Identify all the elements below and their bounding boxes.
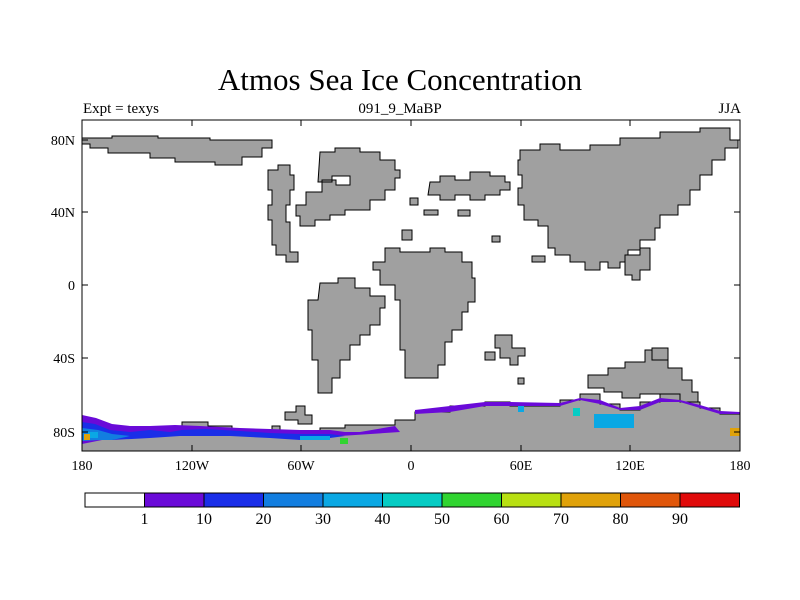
land-small-island-6 [531,255,546,263]
ice-patch-east-3 [594,414,634,428]
land-small-island-3 [423,209,439,216]
land-small-island-1 [401,229,413,241]
colorbar [84,492,740,508]
lat-tick-label: 40S [53,352,75,367]
land-greenland [267,164,299,263]
lon-tick-label: 120E [615,459,645,474]
colorbar-label: 60 [494,511,510,528]
lat-tick-label: 0 [68,279,75,294]
colorbar-label: 1 [141,511,149,528]
lon-tick-label: 180 [72,459,93,474]
sea-ice-bands [82,398,740,444]
ice-patch-east-1 [518,406,524,412]
colorbar-label: 70 [553,511,569,528]
ice-patch-east-2 [573,408,580,416]
land-madagascar [494,334,526,366]
ice-patch-mid-2 [340,438,348,444]
land-arctic-west [81,135,273,166]
colorbar-swatch [620,492,681,508]
land-europe-north [427,171,511,201]
lat-tick-label: 80N [51,134,75,149]
colorbar-label: 40 [375,511,391,528]
lon-tick-label: 60W [287,459,315,474]
land-indian-island [484,351,496,361]
colorbar-swatch [679,492,740,508]
lon-tick-label: 60E [510,459,533,474]
land-africa [372,247,476,379]
land-southeast-asia [624,247,651,281]
land-scotia-island [284,405,313,425]
lon-tick-label: 120W [175,459,210,474]
colorbar-swatch [382,492,443,508]
ice-patch-mid-1 [300,436,330,440]
map-title: Atmos Sea Ice Concentration [217,62,583,97]
ice-band-west-mid [82,422,345,440]
ice-patch-west-1 [88,432,98,438]
colorbar-label: 10 [196,511,212,528]
ice-patch-west-2 [84,434,90,440]
land-new-guinea [651,347,669,361]
land-north-america [295,147,401,227]
colorbar-swatch [144,492,205,508]
colorbar-label: 90 [672,511,688,528]
land-south-america [307,277,386,394]
colorbar-label: 20 [256,511,272,528]
experiment-label: Expt = texys [83,101,159,117]
colorbar-swatch [322,492,383,508]
colorbar-swatch [441,492,502,508]
colorbar-label: 50 [434,511,450,528]
period-label: 091_9_MaBP [358,101,442,117]
colorbar-swatch [501,492,562,508]
colorbar-swatch [203,492,264,508]
land-small-island-4 [457,209,471,217]
lat-tick-label: 40N [51,206,75,221]
colorbar-label: 30 [315,511,331,528]
colorbar-swatch [263,492,324,508]
land-eurasia [517,127,739,271]
lon-tick-label: 180 [730,459,751,474]
lat-tick-label: 80S [53,426,75,441]
ice-band-east-1 [415,398,740,414]
season-label: JJA [718,101,741,117]
land-small-island-5 [491,235,501,243]
colorbar-swatch [84,492,145,508]
colorbar-swatch [560,492,621,508]
colorbar-label: 80 [613,511,629,528]
land-small-island-7 [517,377,525,385]
lon-tick-label: 0 [408,459,415,474]
land-small-island-2 [409,197,419,206]
tick-marks [81,120,741,451]
